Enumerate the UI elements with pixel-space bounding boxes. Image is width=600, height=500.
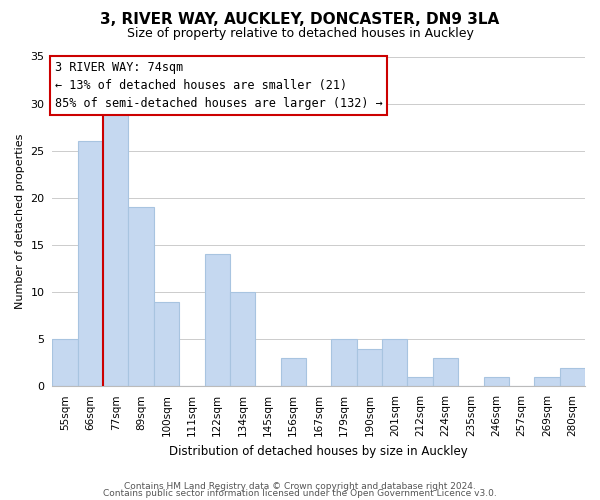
Bar <box>103 113 128 386</box>
Bar <box>357 348 382 387</box>
Bar <box>407 377 433 386</box>
Bar <box>52 340 77 386</box>
Bar <box>534 377 560 386</box>
Bar <box>77 142 103 386</box>
X-axis label: Distribution of detached houses by size in Auckley: Distribution of detached houses by size … <box>169 444 468 458</box>
Bar <box>205 254 230 386</box>
Bar <box>154 302 179 386</box>
Bar <box>128 208 154 386</box>
Text: 3, RIVER WAY, AUCKLEY, DONCASTER, DN9 3LA: 3, RIVER WAY, AUCKLEY, DONCASTER, DN9 3L… <box>100 12 500 28</box>
Bar <box>281 358 306 386</box>
Text: Contains public sector information licensed under the Open Government Licence v3: Contains public sector information licen… <box>103 490 497 498</box>
Bar <box>382 340 407 386</box>
Bar <box>484 377 509 386</box>
Text: 3 RIVER WAY: 74sqm
← 13% of detached houses are smaller (21)
85% of semi-detache: 3 RIVER WAY: 74sqm ← 13% of detached hou… <box>55 61 383 110</box>
Text: Contains HM Land Registry data © Crown copyright and database right 2024.: Contains HM Land Registry data © Crown c… <box>124 482 476 491</box>
Bar <box>331 340 357 386</box>
Bar <box>560 368 585 386</box>
Text: Size of property relative to detached houses in Auckley: Size of property relative to detached ho… <box>127 28 473 40</box>
Bar <box>433 358 458 386</box>
Y-axis label: Number of detached properties: Number of detached properties <box>15 134 25 309</box>
Bar <box>230 292 255 386</box>
